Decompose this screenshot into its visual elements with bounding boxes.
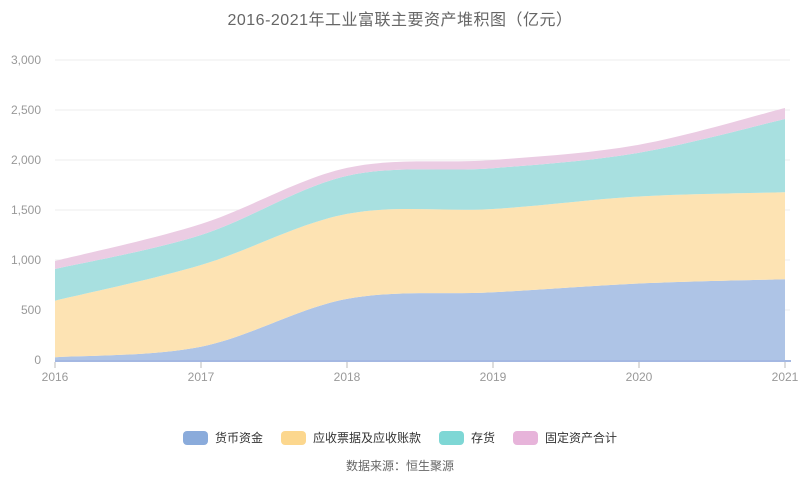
x-axis-label: 2016: [42, 370, 69, 384]
legend-label: 货币资金: [214, 431, 263, 445]
x-axis-label: 2019: [480, 370, 507, 384]
legend-item-1[interactable]: 应收票据及应收账款: [280, 429, 421, 446]
data-source-label: 数据来源：恒生聚源: [345, 459, 454, 473]
legend-label: 存货: [471, 431, 496, 445]
y-axis-label: 500: [21, 303, 41, 317]
y-axis-label: 3,000: [11, 53, 41, 67]
legend-swatch-icon: [280, 430, 306, 445]
y-axis-label: 2,500: [11, 103, 41, 117]
stacked-area-plot: 2016 2017 2018 2019 2020 2021 0 500 1,000 1,500 2,…: [11, 53, 799, 384]
legend-item-2[interactable]: 存货: [439, 429, 495, 446]
series-area-0[interactable]: [55, 279, 785, 360]
y-axis-label: 0: [34, 353, 41, 367]
legend-label: 固定资产合计: [545, 431, 618, 445]
legend: 货币资金 应收票据及应收账款 存货 固定资产合计: [0, 429, 800, 446]
y-axis-label: 1,500: [11, 203, 41, 217]
legend-swatch-icon: [182, 430, 208, 445]
x-axis-label: 2021: [772, 370, 799, 384]
legend-label: 应收票据及应收账款: [312, 431, 421, 445]
series-area-1[interactable]: [55, 192, 785, 358]
legend-swatch-icon: [513, 430, 539, 445]
legend-item-3[interactable]: 固定资产合计: [513, 429, 617, 446]
x-axis-label: 2017: [188, 370, 215, 384]
series-area-3[interactable]: [55, 108, 785, 269]
chart-title: 2016-2021年工业富联主要资产堆积图（亿元）: [227, 12, 573, 29]
x-axis-label: 2020: [626, 370, 653, 384]
legend-swatch-icon: [439, 430, 464, 445]
y-axis-label: 2,000: [11, 153, 41, 167]
y-axis-label: 1,000: [11, 253, 41, 267]
legend-item-0[interactable]: 货币资金: [182, 429, 263, 446]
x-axis-label: 2018: [334, 370, 361, 384]
series-area-2[interactable]: [55, 119, 785, 301]
